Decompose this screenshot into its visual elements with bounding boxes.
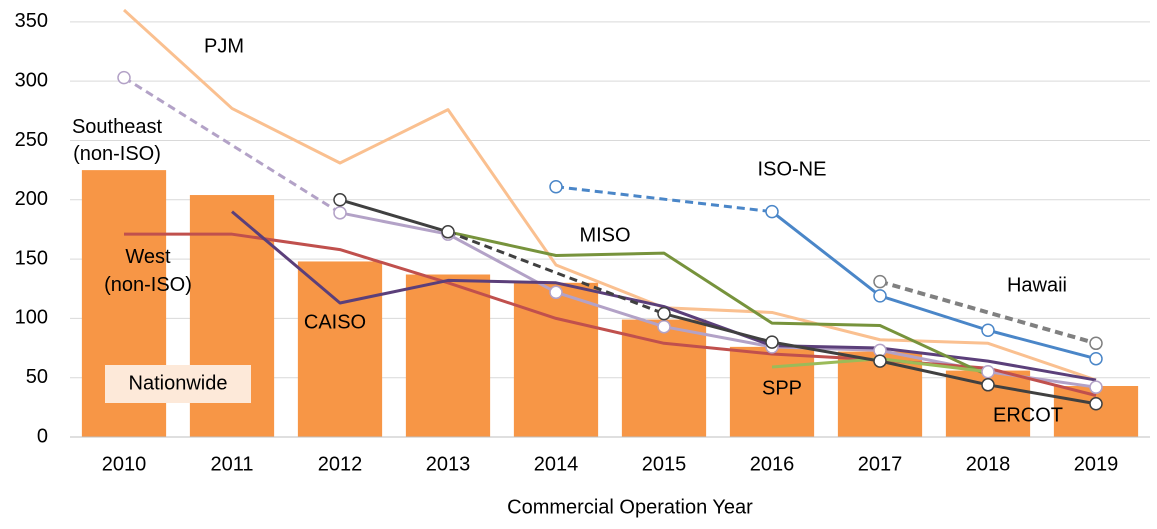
x-tick-label: 2011 (210, 453, 253, 475)
layer (122, 8, 1097, 406)
y-tick-label: 0 (37, 425, 48, 447)
series-line (231, 210, 1097, 382)
series-line (771, 210, 1097, 361)
y-tick-label: 300 (15, 69, 48, 91)
point (117, 70, 131, 85)
series-label: Nationwide (129, 372, 228, 394)
x-tick-label: 2017 (858, 453, 903, 475)
point (873, 274, 887, 289)
series-label: SPP (762, 377, 802, 399)
point (1089, 380, 1103, 394)
series-label: ERCOT (993, 404, 1063, 426)
x-tick-label: 2018 (966, 453, 1011, 475)
x-tick-label: 2014 (534, 453, 579, 475)
point (333, 193, 347, 207)
series-label: West (non-ISO) (104, 246, 192, 296)
point (981, 365, 995, 379)
series-label: Hawaii (1007, 274, 1067, 296)
point (873, 354, 887, 368)
series-line-dashed (555, 185, 773, 214)
x-tick-label: 2015 (642, 453, 687, 475)
point (441, 225, 455, 239)
y-tick-label: 100 (15, 307, 48, 329)
point (1089, 351, 1103, 366)
point (765, 204, 779, 219)
point (981, 323, 995, 337)
point (657, 306, 671, 321)
bar (729, 346, 815, 437)
point (333, 206, 347, 220)
x-tick-label: 2019 (1074, 453, 1119, 475)
point (1089, 336, 1103, 351)
series-label: PJM (204, 35, 244, 57)
point (765, 335, 779, 349)
x-tick-label: 2013 (426, 453, 471, 475)
bar (513, 282, 599, 437)
layer: Nationwide PJM Southeast (non-ISO) West (non-… (72, 35, 1103, 426)
point (549, 179, 563, 194)
point (873, 289, 887, 303)
y-tick-label: 150 (15, 247, 48, 269)
series-label: CAISO (304, 311, 366, 333)
series-line-dashed (879, 279, 1097, 346)
series-label: MISO (579, 224, 630, 246)
x-tick-label: 2016 (750, 453, 795, 475)
y-tick-label: 250 (15, 129, 48, 151)
point (981, 378, 995, 392)
bar (405, 274, 491, 437)
series-line (122, 8, 1097, 382)
label-box (105, 365, 251, 403)
bar (297, 261, 383, 437)
point (549, 285, 563, 300)
series-line-dashed (123, 76, 341, 215)
x-tick-label: 2010 (102, 453, 147, 475)
y-tick-label: 350 (15, 10, 48, 32)
series-line (447, 230, 989, 377)
x-axis-title: Commercial Operation Year (507, 496, 753, 518)
point (657, 319, 671, 334)
point (1089, 397, 1103, 411)
x-tick-label: 2012 (318, 453, 363, 475)
y-tick-label: 200 (15, 188, 48, 210)
series-label: ISO-NE (758, 158, 827, 180)
bar (621, 319, 707, 437)
y-tick-label: 50 (26, 366, 48, 388)
series-label: Southeast (non-ISO) (72, 116, 163, 165)
